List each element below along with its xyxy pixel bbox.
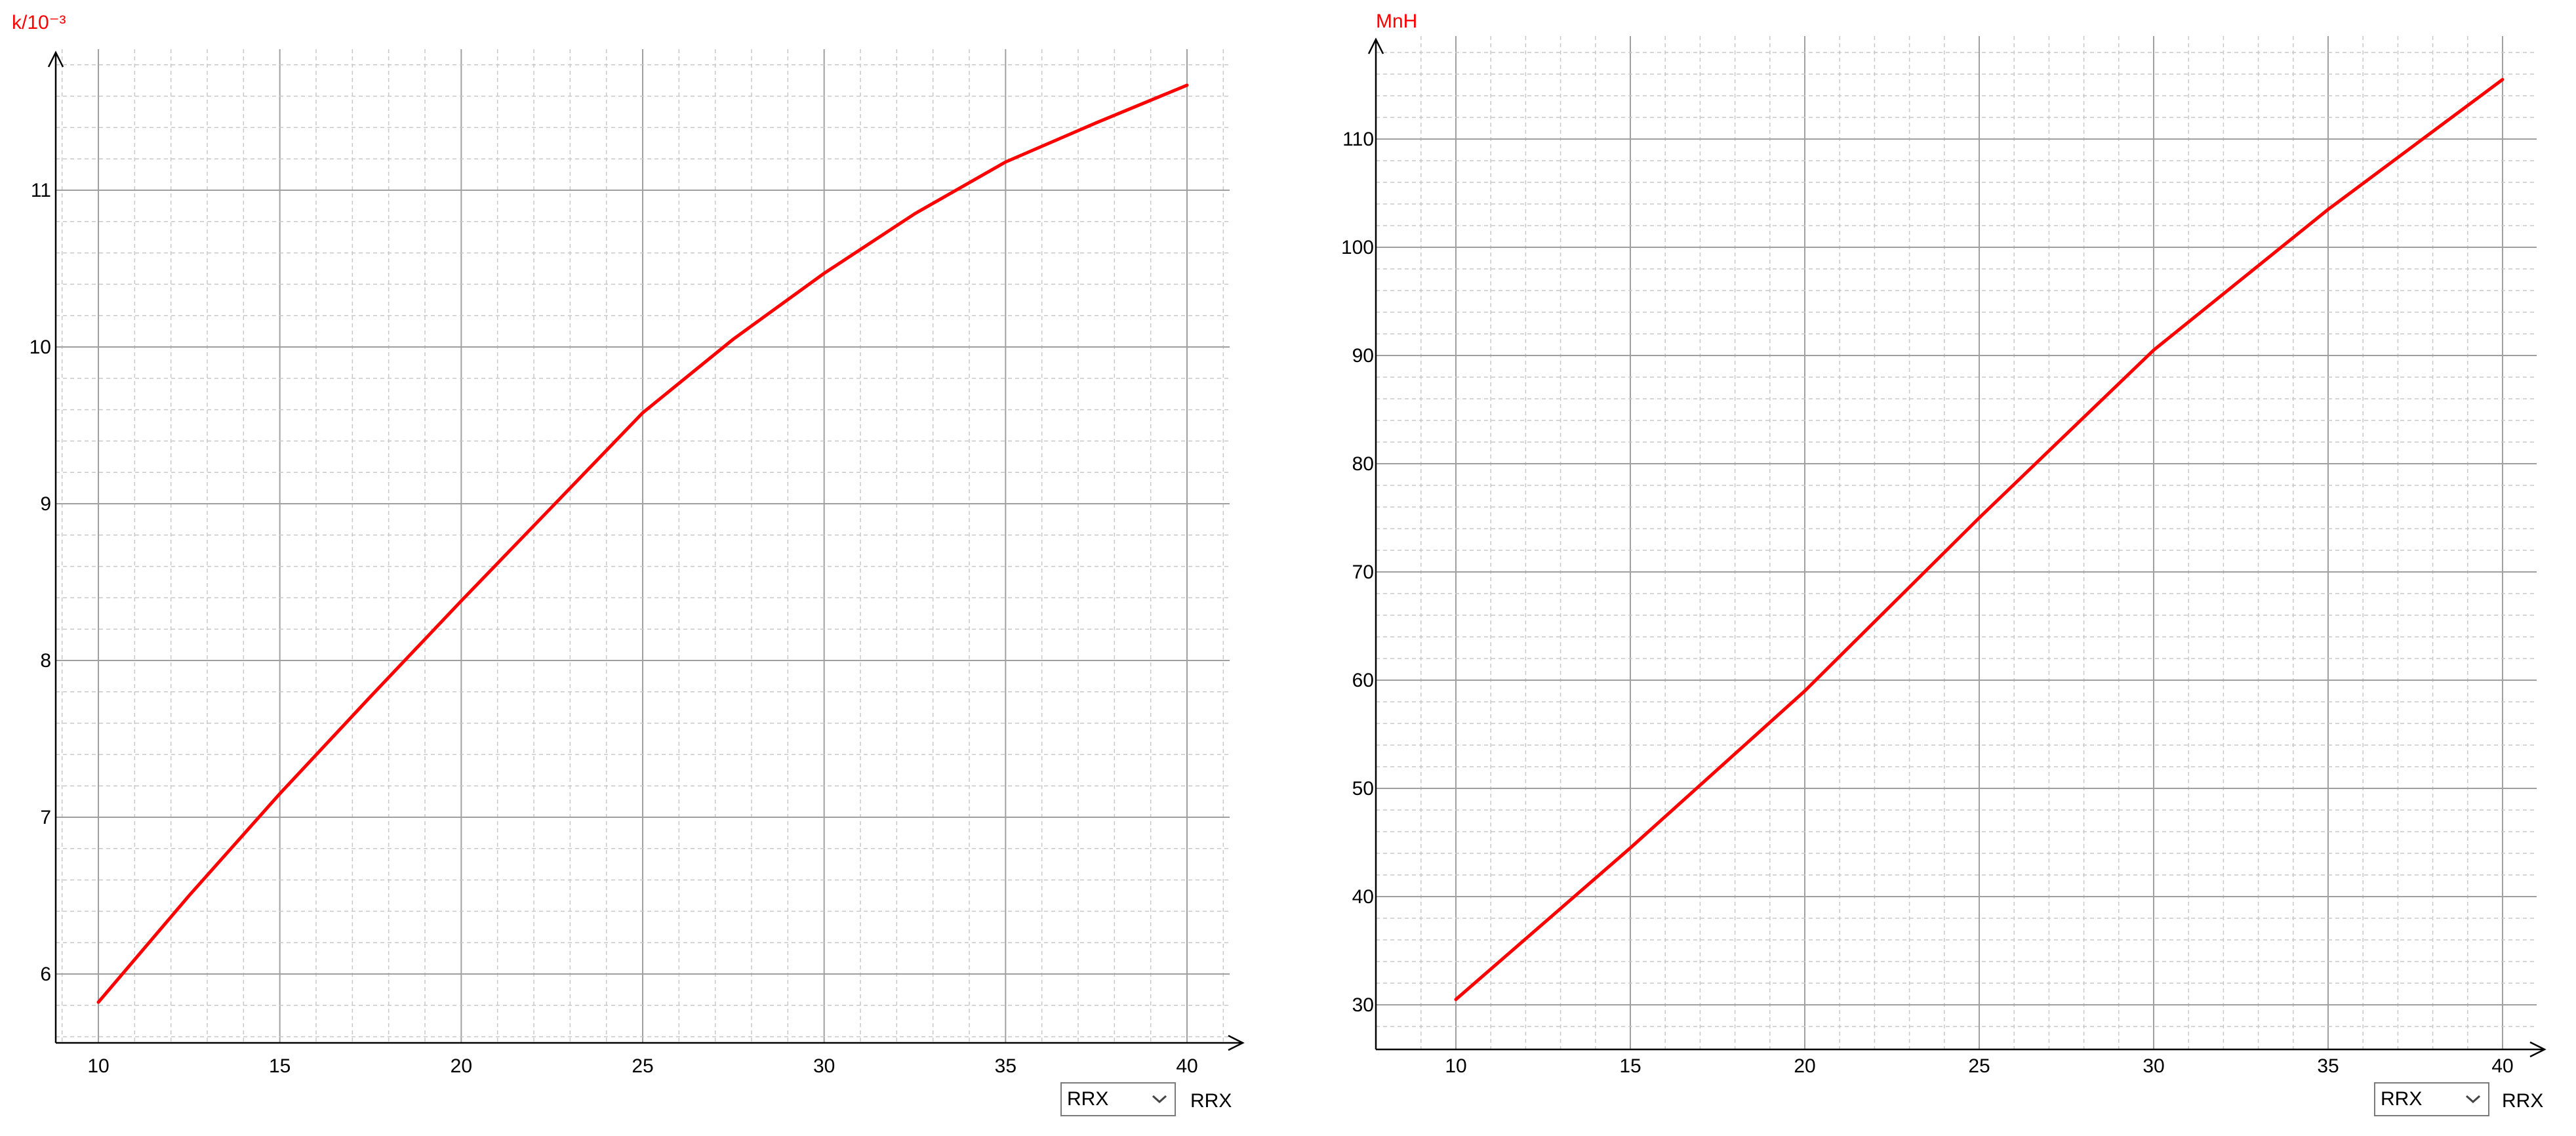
y-axis-label: k/10⁻³ [12,12,66,33]
chart-0: 10 15 20 25 30 35 40 6 7 8 9 10 11 k/10⁻³ RRX [12,12,1245,1112]
x-axis-selector-right[interactable]: RRX [2374,1082,2489,1116]
y-axis-label: MnH [1376,10,1417,32]
x-axis-arrow [2529,1041,2546,1058]
x-tick-label: 30 [2143,1055,2164,1077]
x-axis-label: RRX [1190,1090,1232,1112]
x-axis-arrow [1228,1034,1245,1051]
y-tick-label: 9 [40,493,51,515]
chevron-down-icon [2458,1094,2488,1105]
y-tick-label: 50 [1352,778,1374,800]
y-tick-label: 100 [1341,237,1374,258]
y-axis-arrow [47,51,64,68]
y-tick-label: 8 [40,650,51,672]
x-tick-label: 35 [2317,1055,2339,1077]
y-tick-label: 110 [1342,129,1374,150]
x-tick-label: 40 [1176,1055,1197,1077]
y-tick-label: 60 [1352,670,1374,691]
x-tick-label: 10 [87,1055,109,1077]
y-tick-label: 80 [1352,453,1374,475]
x-axis-label: RRX [2502,1090,2543,1112]
x-axis-selector-left[interactable]: RRX [1060,1082,1176,1116]
y-tick-label: 10 [30,336,51,358]
chevron-down-icon [1144,1094,1175,1105]
y-tick-label: 7 [40,807,51,828]
x-axis-selector-value: RRX [1067,1088,1109,1110]
x-tick-label: 30 [813,1055,835,1077]
x-tick-label: 10 [1445,1055,1466,1077]
x-axis-selector-value: RRX [2381,1088,2423,1110]
x-tick-label: 35 [995,1055,1016,1077]
y-axis-arrow [1367,37,1384,54]
x-tick-label: 20 [451,1055,472,1077]
x-tick-label: 40 [2491,1055,2513,1077]
y-tick-label: 70 [1352,561,1374,583]
x-tick-label: 25 [632,1055,653,1077]
x-tick-label: 15 [269,1055,291,1077]
y-tick-label: 6 [40,964,51,985]
x-tick-label: 15 [1619,1055,1641,1077]
y-tick-label: 90 [1352,345,1374,367]
y-tick-label: 11 [31,180,51,201]
series-line-0 [96,83,1189,1004]
series-line-0 [1454,77,2505,1002]
x-tick-label: 25 [1968,1055,1990,1077]
y-tick-label: 30 [1352,994,1374,1016]
y-tick-label: 40 [1352,886,1374,908]
chart-1: 10 15 20 25 30 35 40 30 40 50 60 70 80 90 100 110 MnH RRX [1341,10,2546,1112]
x-tick-label: 20 [1794,1055,1815,1077]
